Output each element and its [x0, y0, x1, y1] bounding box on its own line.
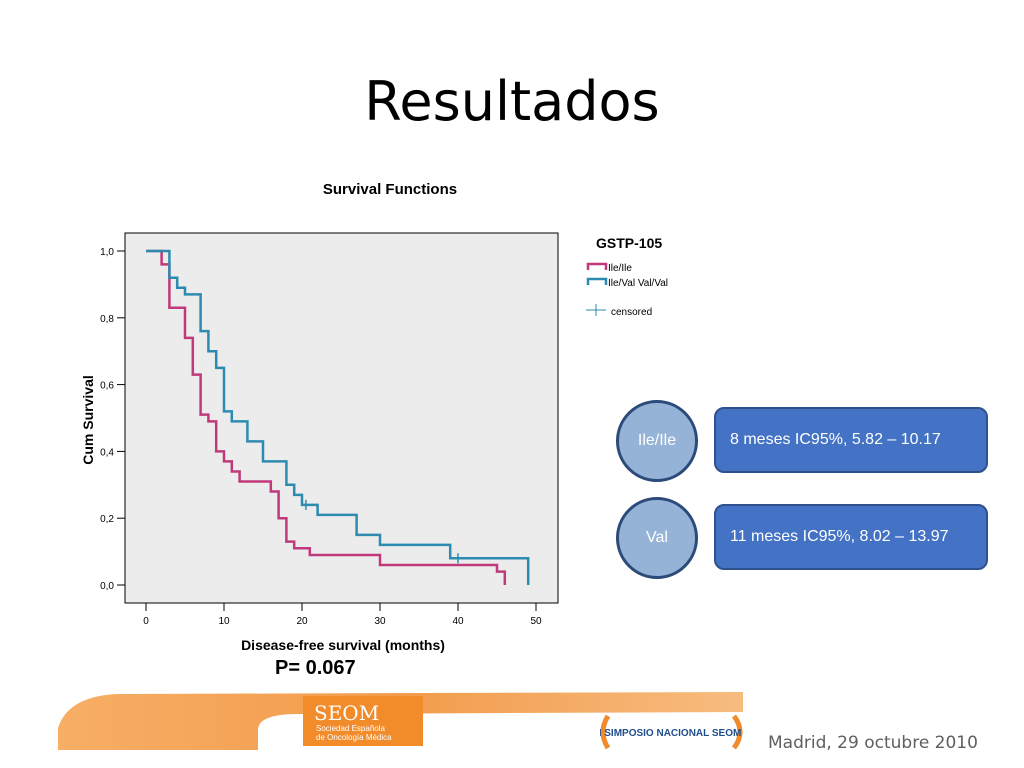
- survival-chart: Survival Functions 0,0 0,2 0,4 0,6 0,8 1,0 0 10…: [80, 181, 668, 653]
- symposio-logo: I SIMPOSIO NACIONAL SEOM: [600, 714, 743, 750]
- legend-label-censored: censored: [611, 307, 652, 318]
- y-axis-label: Cum Survival: [80, 375, 96, 464]
- result-text-ile: 8 meses IC95%, 5.82 – 10.17: [730, 431, 941, 448]
- legend: Ile/Ile Ile/Val Val/Val censored: [586, 262, 668, 318]
- x-tick-label: 10: [218, 616, 230, 627]
- y-tick-label: 0,6: [100, 381, 114, 392]
- group-circle-ile: Ile/Ile: [616, 400, 698, 482]
- result-pill-ile: 8 meses IC95%, 5.82 – 10.17: [714, 407, 988, 473]
- y-tick-label: 0,4: [100, 447, 114, 458]
- seom-logo-text: SEOM: [314, 701, 379, 725]
- x-tick-label: 0: [143, 616, 149, 627]
- group-circle-ile-label: Ile/Ile: [637, 432, 677, 449]
- legend-label-ile-ile: Ile/Ile: [608, 263, 632, 274]
- series-line-val: [146, 249, 530, 585]
- result-pill-val: 11 meses IC95%, 8.02 – 13.97: [714, 504, 988, 570]
- chart-title: Survival Functions: [323, 181, 457, 198]
- y-tick-label: 0,2: [100, 514, 114, 525]
- p-value: P= 0.067: [275, 657, 356, 679]
- plot-area: [124, 232, 559, 604]
- legend-swatch-ile-ile: [586, 262, 608, 270]
- slide-title: Resultados: [364, 70, 660, 133]
- group-circle-val-label: Val: [646, 529, 668, 546]
- x-tick-label: 30: [374, 616, 386, 627]
- symposio-logo-text: I SIMPOSIO NACIONAL SEOM: [600, 728, 741, 739]
- legend-title: GSTP-105: [596, 235, 662, 251]
- y-tick-label: 0,8: [100, 314, 114, 325]
- y-tick-label: 0,0: [100, 581, 114, 592]
- seom-logo-sub2: de Oncología Médica: [316, 733, 392, 742]
- y-tick-label: 1,0: [100, 247, 114, 258]
- series-line-ile-ile: [146, 249, 507, 585]
- legend-swatch-val: [586, 277, 608, 285]
- seom-footer-banner: SEOM Sociedad Española de Oncología Médi…: [58, 692, 743, 750]
- x-tick-label: 20: [296, 616, 308, 627]
- x-tick-label: 40: [452, 616, 464, 627]
- group-circle-val: Val: [616, 497, 698, 579]
- x-axis-label: Disease-free survival (months): [241, 637, 445, 653]
- x-tick-label: 50: [530, 616, 542, 627]
- legend-label-val: Ile/Val Val/Val: [608, 278, 668, 289]
- seom-logo-sub1: Sociedad Española: [316, 724, 385, 733]
- footer-date: Madrid, 29 octubre 2010: [768, 733, 978, 753]
- result-text-val: 11 meses IC95%, 8.02 – 13.97: [730, 528, 949, 545]
